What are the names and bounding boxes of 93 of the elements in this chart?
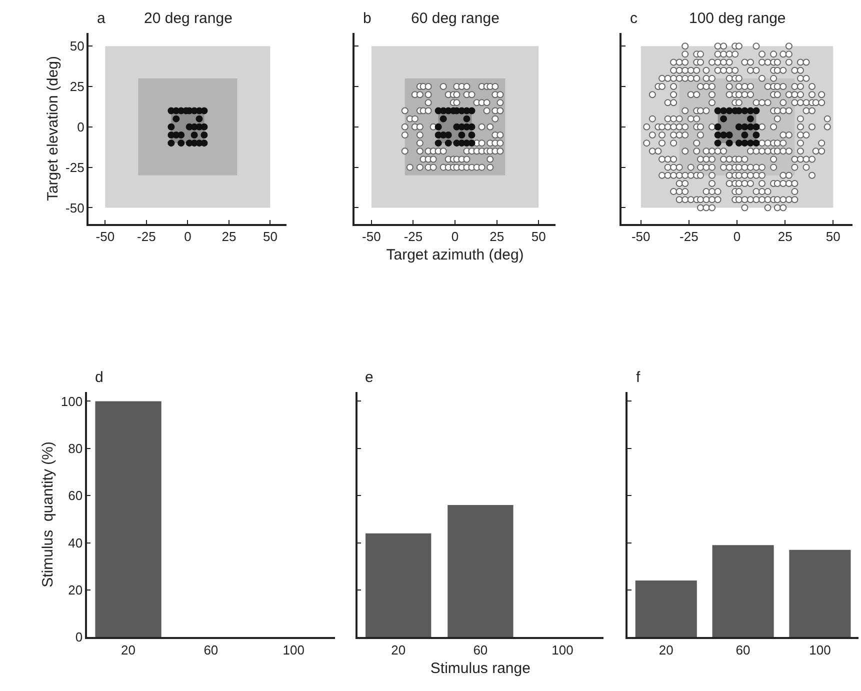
point <box>741 131 748 138</box>
x-tick-label: 60 <box>204 642 218 658</box>
x-tick-label: 50 <box>262 229 278 244</box>
point <box>190 131 198 138</box>
point <box>726 140 733 147</box>
point <box>752 107 760 114</box>
point <box>463 115 470 122</box>
text: c <box>630 10 638 27</box>
point <box>746 107 754 114</box>
x-tick-label: 60 <box>473 642 488 658</box>
x-tick-label: -50 <box>362 229 381 244</box>
point <box>168 123 175 130</box>
point <box>720 131 728 138</box>
point <box>720 107 728 114</box>
x-tick-label: 25 <box>222 229 236 244</box>
point <box>178 140 185 147</box>
point <box>172 115 180 122</box>
x-tick-label: -50 <box>96 229 115 244</box>
point <box>468 140 476 147</box>
text: a <box>97 10 106 27</box>
x-tick-label: -25 <box>680 229 698 244</box>
y-tick-label: 0 <box>75 630 83 645</box>
chart-title: 100 deg range <box>689 10 786 27</box>
point <box>468 131 476 138</box>
point <box>178 131 185 138</box>
y-tick-label: -25 <box>66 160 84 175</box>
point <box>726 131 733 138</box>
point <box>752 140 760 147</box>
x-axis-title: Target azimuth (deg) <box>386 246 524 264</box>
x-tick-label: -25 <box>404 229 423 244</box>
text: e <box>365 369 374 386</box>
y-tick-label: 25 <box>70 79 84 94</box>
point <box>735 123 742 130</box>
point <box>752 131 760 138</box>
y-tick-label: 100 <box>60 394 83 409</box>
x-tick-label: 50 <box>531 229 546 244</box>
x-tick-label: 100 <box>809 642 831 658</box>
point <box>196 115 203 122</box>
point <box>746 140 754 147</box>
point <box>468 123 476 130</box>
chart-title: 20 deg range <box>144 10 232 27</box>
point <box>468 107 476 114</box>
y-tick-label: 0 <box>77 119 84 134</box>
point <box>741 140 748 147</box>
point <box>458 131 466 138</box>
point <box>444 140 452 147</box>
x-axis-title: Stimulus range <box>430 660 530 677</box>
x-tick-label: 100 <box>552 642 574 658</box>
point <box>714 140 722 147</box>
point <box>714 131 722 138</box>
x-tick-label: 20 <box>391 642 406 658</box>
point <box>200 131 208 138</box>
point <box>200 107 208 114</box>
point <box>746 115 754 122</box>
y-axis-title: Stimulus quantity (%) <box>40 442 57 588</box>
x-tick-label: 25 <box>778 229 792 244</box>
x-tick-label: 0 <box>451 229 459 244</box>
point <box>434 123 442 130</box>
point <box>714 123 722 130</box>
y-tick-label: 50 <box>70 38 84 54</box>
point <box>735 140 742 147</box>
y-tick-label: 60 <box>68 488 83 504</box>
point <box>200 140 208 147</box>
point <box>746 123 754 130</box>
x-tick-label: 25 <box>490 229 504 244</box>
point <box>726 107 733 114</box>
point <box>200 123 208 130</box>
y-tick-label: 40 <box>68 535 83 550</box>
point <box>444 131 452 138</box>
point <box>741 123 748 130</box>
x-tick-label: 60 <box>736 642 750 658</box>
point <box>741 107 748 114</box>
x-tick-label: 100 <box>282 642 304 658</box>
text: b <box>363 10 372 27</box>
point <box>440 115 447 122</box>
text: d <box>95 369 104 386</box>
x-tick-label: -50 <box>631 229 650 244</box>
x-tick-label: 20 <box>658 642 674 658</box>
y-axis-title: Target elevation (deg) <box>44 56 62 202</box>
y-tick-label: -50 <box>66 200 84 216</box>
y-tick-label: 20 <box>68 582 83 598</box>
point <box>168 140 175 147</box>
x-tick-label: 20 <box>121 642 136 658</box>
x-tick-label: 50 <box>826 229 840 244</box>
point <box>752 123 760 130</box>
chart-title: 60 deg range <box>411 10 500 27</box>
point <box>434 140 442 147</box>
x-tick-label: -25 <box>137 229 156 244</box>
x-tick-label: 0 <box>733 229 741 244</box>
point <box>720 115 728 122</box>
y-tick-label: 80 <box>68 440 83 456</box>
x-tick-label: 0 <box>184 229 192 244</box>
text: f <box>636 369 641 386</box>
